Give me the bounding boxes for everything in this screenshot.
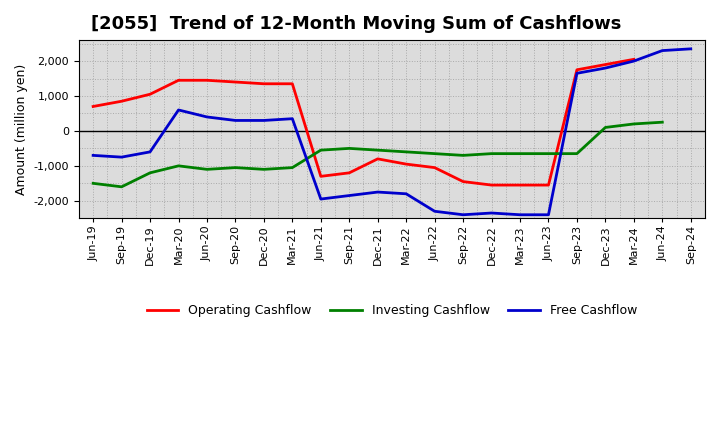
Investing Cashflow [601,125,610,130]
Operating Cashflow [459,179,467,184]
Free Cashflow [572,71,581,76]
Free Cashflow [629,59,638,64]
Operating Cashflow [601,62,610,67]
Line: Free Cashflow: Free Cashflow [93,49,690,215]
Operating Cashflow [202,77,211,83]
Investing Cashflow [572,151,581,156]
Free Cashflow [117,154,126,160]
Operating Cashflow [317,174,325,179]
Free Cashflow [288,116,297,121]
Operating Cashflow [231,79,240,84]
Free Cashflow [601,66,610,71]
Operating Cashflow [288,81,297,86]
Investing Cashflow [89,181,97,186]
Free Cashflow [658,48,667,53]
Investing Cashflow [345,146,354,151]
Free Cashflow [686,46,695,51]
Free Cashflow [459,212,467,217]
Investing Cashflow [317,147,325,153]
Operating Cashflow [544,183,553,188]
Operating Cashflow [629,57,638,62]
Free Cashflow [231,118,240,123]
Investing Cashflow [658,120,667,125]
Free Cashflow [544,212,553,217]
Text: [2055]  Trend of 12-Month Moving Sum of Cashflows: [2055] Trend of 12-Month Moving Sum of C… [91,15,622,33]
Operating Cashflow [174,77,183,83]
Investing Cashflow [288,165,297,170]
Operating Cashflow [260,81,269,86]
Free Cashflow [89,153,97,158]
Investing Cashflow [260,167,269,172]
Operating Cashflow [145,92,154,97]
Free Cashflow [260,118,269,123]
Free Cashflow [202,114,211,120]
Free Cashflow [516,212,524,217]
Y-axis label: Amount (million yen): Amount (million yen) [15,63,28,195]
Free Cashflow [145,149,154,154]
Investing Cashflow [431,151,439,156]
Operating Cashflow [117,99,126,104]
Legend: Operating Cashflow, Investing Cashflow, Free Cashflow: Operating Cashflow, Investing Cashflow, … [142,299,642,323]
Investing Cashflow [374,147,382,153]
Investing Cashflow [544,151,553,156]
Operating Cashflow [89,104,97,109]
Operating Cashflow [487,183,496,188]
Free Cashflow [345,193,354,198]
Investing Cashflow [202,167,211,172]
Line: Operating Cashflow: Operating Cashflow [93,59,634,185]
Investing Cashflow [145,170,154,176]
Operating Cashflow [374,156,382,161]
Free Cashflow [174,107,183,113]
Line: Investing Cashflow: Investing Cashflow [93,122,662,187]
Investing Cashflow [231,165,240,170]
Investing Cashflow [402,149,410,154]
Operating Cashflow [345,170,354,176]
Free Cashflow [431,209,439,214]
Investing Cashflow [516,151,524,156]
Free Cashflow [374,189,382,194]
Free Cashflow [487,210,496,216]
Operating Cashflow [431,165,439,170]
Investing Cashflow [459,153,467,158]
Operating Cashflow [402,161,410,167]
Investing Cashflow [117,184,126,190]
Investing Cashflow [487,151,496,156]
Operating Cashflow [516,183,524,188]
Free Cashflow [317,196,325,202]
Investing Cashflow [629,121,638,127]
Investing Cashflow [174,163,183,169]
Operating Cashflow [572,67,581,73]
Free Cashflow [402,191,410,196]
